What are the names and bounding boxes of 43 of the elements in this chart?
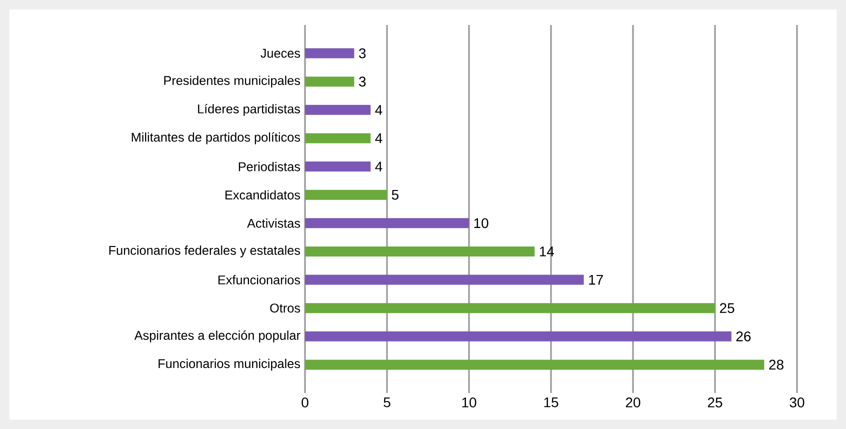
data-label: 4 [375,105,382,115]
data-label: 4 [375,162,382,172]
bar [305,274,584,285]
y-tick-label: Excandidatos [226,190,300,200]
y-tick-label: Militantes de partidos políticos [132,132,300,144]
x-tick-label: 20 [626,398,640,408]
x-tick-label: 30 [790,398,804,408]
y-tick-label: Jueces [260,48,300,58]
bar [305,331,732,342]
data-label: 26 [736,331,751,342]
y-tick-label: Otros [270,304,300,313]
bar [305,190,388,200]
bar [305,162,371,172]
x-tick-label: 5 [384,398,390,408]
bar [305,48,354,58]
bar [305,303,715,314]
bar [305,246,535,256]
y-tick-label: Activistas [247,218,300,228]
data-label: 28 [769,360,784,370]
x-tick-label: 10 [462,398,476,408]
y-tick-label: Presidentes municipales [164,76,300,88]
data-label: 3 [358,48,366,58]
x-tick-label: 0 [302,398,308,408]
y-tick-label: Aspirantes a elección popular [134,330,300,342]
bar [305,218,469,228]
bar [305,133,371,144]
bar [305,104,371,115]
data-label: 5 [392,190,398,200]
y-tick-label: Exfuncionarios [218,275,300,284]
data-label: 4 [375,133,382,144]
y-tick-label: Funcionarios municipales [158,358,300,371]
y-tick-label: Líderes partidistas [198,104,300,116]
data-label: 10 [474,218,488,228]
bar [305,76,354,87]
y-tick-label: Funcionarios federales y estatales [109,246,300,258]
x-tick-label: 25 [708,398,722,408]
y-tick-label: Periodistas [238,162,300,172]
bar [305,360,764,370]
x-tick-label: 15 [544,398,558,408]
data-label: 3 [358,76,366,87]
data-label: 25 [720,303,734,314]
data-label: 17 [589,274,603,285]
data-label: 14 [540,246,554,256]
